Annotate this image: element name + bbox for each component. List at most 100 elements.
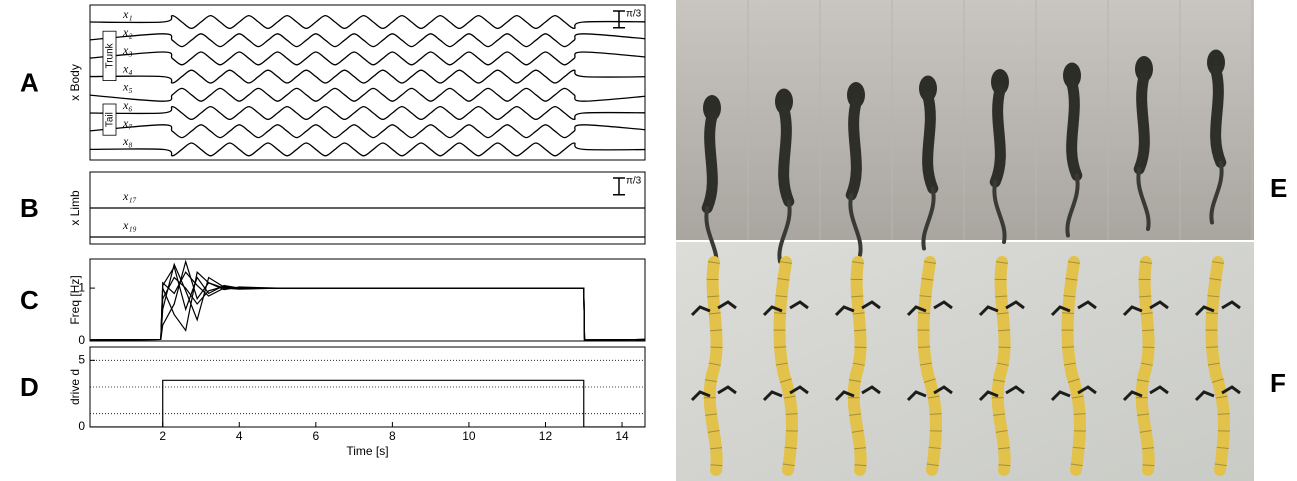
robot-body: [703, 256, 723, 476]
salamander-tail: [1065, 173, 1080, 238]
trace: [90, 262, 645, 341]
trace: [90, 271, 645, 341]
traces: [90, 207, 645, 238]
x-axis-label: Time [s]: [346, 444, 388, 458]
salamander-tail: [777, 199, 792, 264]
trace: [90, 69, 645, 84]
scale-bar: [613, 177, 625, 196]
robot-limbs: [834, 300, 881, 402]
y-tick-label: 0: [78, 333, 85, 347]
panel: C Freq [Hz] 0 1: [20, 258, 646, 347]
trace-label: x₁₉: [122, 218, 137, 232]
robot-body: [917, 256, 942, 476]
plot-frame: [89, 4, 646, 161]
x-tick-label: 4: [236, 429, 243, 443]
robot-joints: [847, 261, 867, 471]
trace-label: x₁: [122, 7, 133, 21]
salamander-tail: [992, 180, 1007, 244]
photo-f: [676, 242, 1254, 481]
robot-limbs: [906, 300, 953, 402]
robot-limbs: [762, 300, 809, 402]
robot-body: [1135, 256, 1155, 476]
salamander-body: [778, 104, 795, 207]
x-tick-label: 12: [539, 429, 553, 443]
y-axis-label: x Limb: [68, 190, 82, 226]
panel-label: F: [1270, 368, 1286, 398]
traces: [90, 379, 645, 427]
panel-label: A: [20, 67, 39, 97]
group-box: [102, 103, 117, 136]
scale-bar: [613, 10, 625, 29]
plot-frame: [89, 258, 646, 342]
plot-frame: [89, 171, 646, 245]
y-axis-label: drive d: [68, 369, 82, 405]
y-axis-label: x Body: [68, 64, 82, 101]
traces: [90, 14, 645, 157]
salamander-body: [1133, 71, 1150, 175]
trace-label: x₄: [122, 61, 133, 75]
salamander-body: [701, 110, 718, 214]
trace: [90, 124, 645, 139]
panel-label: D: [20, 372, 39, 402]
robot-body: [1061, 256, 1086, 476]
scale-bar-label: π/3: [626, 176, 642, 187]
robot-body: [847, 256, 867, 476]
plot-frame: [89, 346, 646, 428]
trace: [90, 271, 645, 341]
trace: [90, 87, 645, 102]
group-box: [102, 30, 117, 82]
salamander-body: [1066, 78, 1083, 181]
robot-joints: [703, 261, 723, 471]
trace-label: x₂: [122, 25, 133, 39]
group-label: Trunk: [105, 42, 116, 68]
trace-label: x₇: [122, 116, 133, 130]
robot-body: [773, 256, 798, 476]
traces: [90, 259, 645, 341]
robot-limbs: [978, 300, 1025, 402]
salamander-body: [989, 84, 1006, 188]
trace: [90, 142, 645, 157]
robot-joints: [1135, 261, 1155, 471]
panel-label: E: [1270, 173, 1287, 203]
y-axis-label: Freq [Hz]: [68, 275, 82, 324]
robot-limbs: [1122, 300, 1169, 402]
trace-label: x₈: [122, 134, 133, 148]
robot-limbs: [1194, 300, 1241, 402]
trace: [90, 33, 645, 48]
panel-label: B: [20, 193, 39, 223]
trace-label: x₅: [122, 80, 133, 94]
trace: [90, 14, 645, 30]
trace: [90, 105, 645, 121]
salamander-tail: [1136, 167, 1151, 231]
robot-body: [1205, 256, 1230, 476]
salamander-body: [922, 91, 939, 194]
x-tick-label: 8: [389, 429, 396, 443]
salamander-tail: [1209, 160, 1224, 225]
photos: EF: [676, 0, 1287, 481]
photo-e: [676, 0, 1254, 240]
trace-label: x₁₇: [122, 189, 137, 203]
y-tick-label: 1: [78, 280, 85, 294]
salamander-tail: [921, 186, 936, 251]
robot-joints: [991, 261, 1011, 471]
x-tick-label: 14: [615, 429, 629, 443]
trace-label: x₃: [122, 43, 133, 57]
x-tick-label: 10: [462, 429, 476, 443]
trace-label: x₆: [122, 98, 133, 112]
group-label: Tail: [105, 112, 116, 127]
salamander-tail: [848, 193, 863, 257]
salamander-body: [1210, 65, 1227, 168]
robot-limbs: [1050, 300, 1097, 402]
robot-limbs: [690, 300, 737, 402]
trace: [90, 51, 645, 66]
x-tick-label: 6: [312, 429, 319, 443]
trace: [90, 379, 645, 427]
trace: [90, 265, 645, 341]
robot-body: [991, 256, 1011, 476]
panel-label: C: [20, 285, 39, 315]
